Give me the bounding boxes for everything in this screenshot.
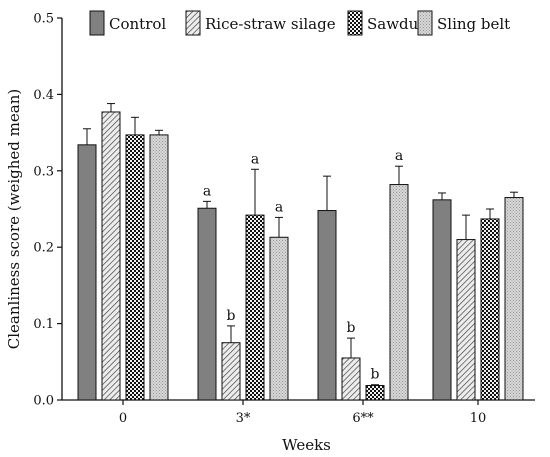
- x-tick-label: 3*: [236, 411, 251, 426]
- y-tick-label: 0.4: [33, 88, 54, 103]
- y-tick-label: 0.3: [33, 164, 54, 179]
- bar-sling-belt-week-1: [269, 236, 289, 401]
- y-tick-label: 0.1: [33, 317, 54, 332]
- legend-swatch: [347, 10, 363, 36]
- significance-label: b: [371, 367, 380, 383]
- bar-sawdust-week-1: [245, 214, 265, 401]
- bar-sling-belt-week-0: [149, 134, 169, 401]
- legend-swatch: [417, 10, 433, 36]
- y-tick-label: 0.0: [33, 394, 54, 409]
- bar-control-week-2: [317, 210, 337, 401]
- bar-rice-straw-silage-week-1: [221, 342, 241, 401]
- significance-label: a: [395, 148, 403, 164]
- significance-label: a: [251, 151, 259, 167]
- bar-rice-straw-silage-week-3: [456, 239, 476, 401]
- legend-swatch: [185, 10, 201, 36]
- significance-label: b: [347, 320, 356, 336]
- bar-sawdust-week-3: [480, 218, 500, 401]
- bar-control-week-0: [77, 144, 97, 401]
- bar-sawdust-week-0: [125, 134, 145, 401]
- legend-swatch: [89, 10, 105, 36]
- significance-label: a: [203, 183, 211, 199]
- legend-label: Rice-straw silage: [205, 15, 336, 33]
- y-tick-label: 0.5: [33, 12, 54, 27]
- significance-label: b: [227, 308, 236, 324]
- bar-sawdust-week-2: [365, 384, 385, 401]
- legend-label: Sling belt: [437, 15, 510, 33]
- legend-label: Control: [109, 15, 166, 33]
- x-tick-label: 10: [470, 411, 487, 426]
- legend-label: Sawdust: [367, 15, 432, 33]
- x-tick-label: 0: [119, 411, 127, 426]
- bar-rice-straw-silage-week-0: [101, 111, 121, 401]
- bar-control-week-3: [432, 199, 452, 401]
- bar-sling-belt-week-2: [389, 184, 409, 401]
- bar-rice-straw-silage-week-2: [341, 357, 361, 401]
- y-axis-title: Cleanliness score (weighed mean): [5, 89, 23, 349]
- x-axis-title: Weeks: [282, 436, 331, 454]
- bar-sling-belt-week-3: [504, 197, 524, 401]
- bar-control-week-1: [197, 207, 217, 401]
- x-tick-label: 6**: [352, 411, 374, 426]
- significance-label: a: [275, 199, 283, 215]
- y-tick-label: 0.2: [33, 241, 54, 256]
